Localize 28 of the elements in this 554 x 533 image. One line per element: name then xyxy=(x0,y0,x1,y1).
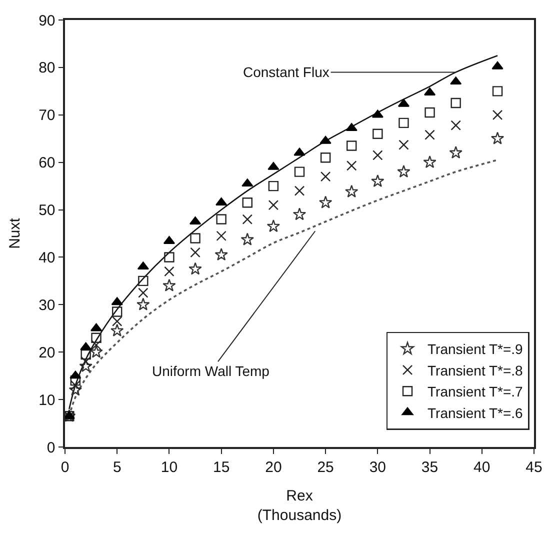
legend-label: Transient T*=.9 xyxy=(428,341,524,358)
y-tick-label: 80 xyxy=(38,60,56,77)
y-tick-label: 70 xyxy=(38,107,56,124)
y-tick-label: 20 xyxy=(38,344,56,362)
y-tick-label: 60 xyxy=(38,154,56,172)
x-tick-label: 0 xyxy=(60,458,70,476)
y-tick-label: 50 xyxy=(38,202,56,220)
annotation: Constant Flux xyxy=(243,64,330,80)
x-tick-label: 45 xyxy=(526,458,542,476)
legend-label: Transient T*=.6 xyxy=(428,404,524,421)
x-tick-label: 30 xyxy=(369,458,386,476)
y-tick-label: 30 xyxy=(38,296,56,314)
y-tick-label: 40 xyxy=(38,249,56,266)
x-tick-label: 35 xyxy=(421,458,438,476)
y-tick-label: 90 xyxy=(38,12,56,30)
x-tick-label: 5 xyxy=(112,458,122,476)
y-tick-label: 0 xyxy=(46,439,56,456)
x-tick-label: 10 xyxy=(160,458,178,476)
x-tick-label: 15 xyxy=(212,458,230,476)
y-tick-label: 10 xyxy=(38,392,56,409)
x-axis-title: Rex (Thousands) xyxy=(257,487,342,524)
legend-label: Transient T*=.7 xyxy=(428,384,524,400)
x-tick-label: 40 xyxy=(474,458,490,476)
y-axis-title: Nuxt xyxy=(6,217,24,249)
annotation: Uniform Wall Temp xyxy=(152,363,270,379)
x-tick-label: 25 xyxy=(317,458,334,476)
legend-label: Transient T*=.8 xyxy=(428,362,524,378)
x-tick-label: 20 xyxy=(265,458,282,476)
